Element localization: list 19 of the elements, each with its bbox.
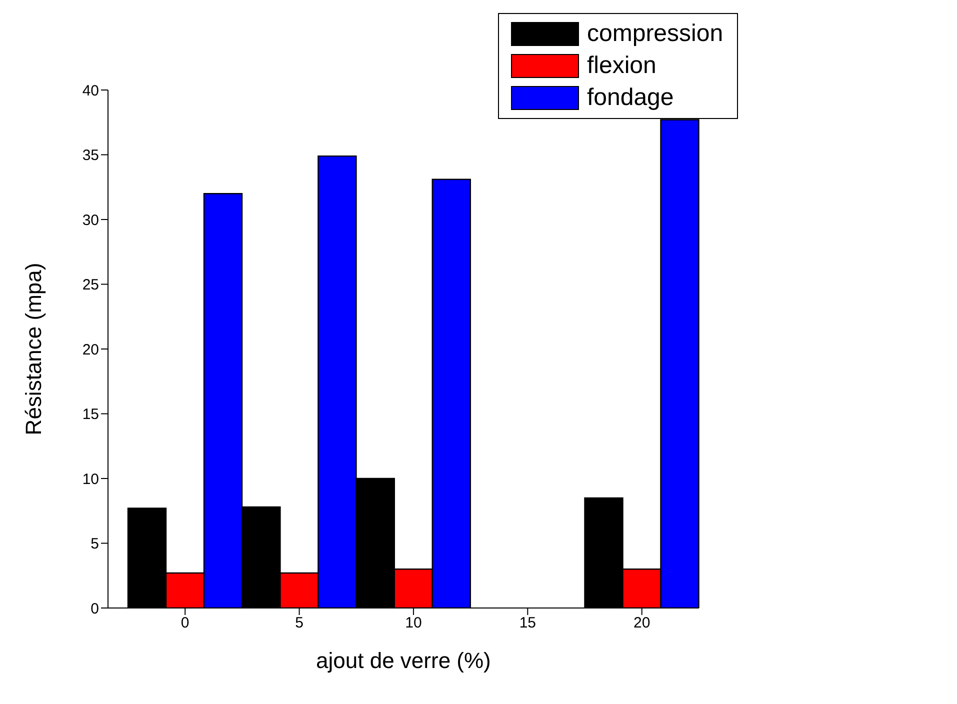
legend-label: fondage: [587, 84, 674, 112]
y-tick-label: 10: [82, 470, 99, 488]
y-tick-label: 0: [90, 600, 99, 618]
x-tick-label: 5: [295, 614, 304, 632]
y-tick-label: 25: [82, 276, 99, 294]
legend-label: flexion: [587, 52, 656, 80]
y-tick-label: 5: [90, 536, 99, 553]
y-tick-label: 35: [82, 147, 99, 164]
x-tick-label: 15: [519, 614, 536, 632]
x-tick-label: 20: [634, 614, 650, 632]
x-tick-label: 0: [180, 614, 190, 632]
y-axis-title: Résistance (mpa): [20, 262, 46, 436]
x-tick-label: 10: [405, 614, 422, 632]
y-tick-label: 15: [82, 406, 99, 424]
y-tick-label: 40: [82, 82, 99, 100]
x-axis-title: ajout de verre (%): [316, 648, 491, 673]
y-tick-label: 20: [82, 341, 99, 358]
y-tick-label: 30: [82, 212, 99, 229]
legend-label: compression: [587, 20, 724, 48]
